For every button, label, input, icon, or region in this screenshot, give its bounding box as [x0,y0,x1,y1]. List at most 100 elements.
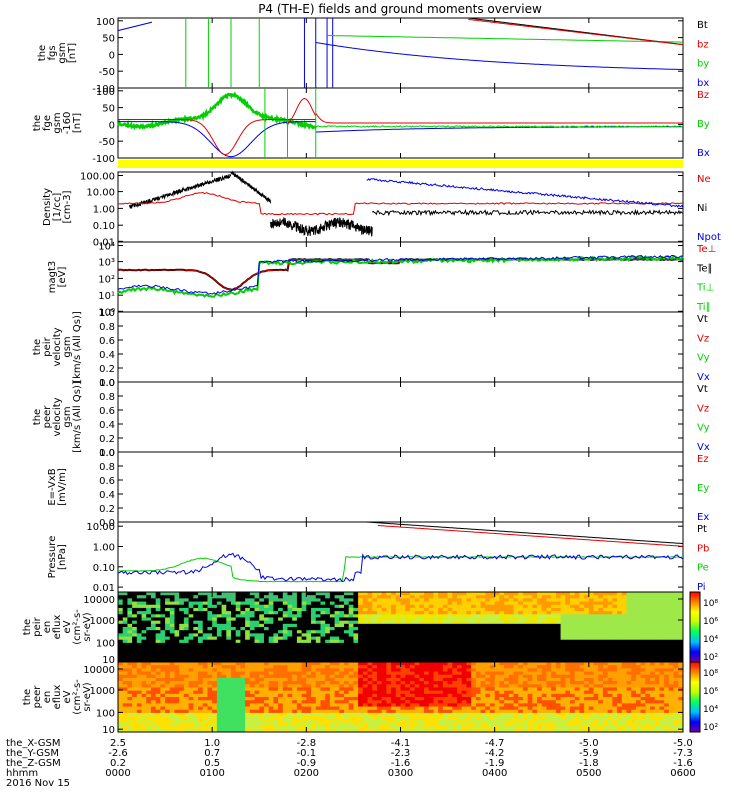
series-bx [315,42,683,70]
y-tick-label: 0.2 [99,504,115,515]
colorbar-tick: 10⁸ [703,669,718,679]
series-Bz [118,119,316,155]
panel-frame [117,311,684,383]
y-axis-label: Density [42,188,53,226]
legend-entry: Ni [697,203,707,214]
series-Ni [371,208,684,217]
y-axis-label: the [32,339,43,355]
x-axis-row-label: hhmm [6,768,38,779]
x-tick-label: -1.8 [579,758,599,769]
y-axis-label: -160 [62,112,73,135]
x-tick-label: -5.0 [579,738,599,749]
colorbar-tick: 10⁴ [703,635,718,645]
y-axis-label: [nT] [67,43,78,63]
series-Te-perp [118,259,683,291]
y-tick-label: 0.01 [93,237,115,248]
y-axis-label: velocity [52,397,63,436]
y-axis-label: gsm [62,336,73,357]
y-tick-label: 100 [96,638,115,649]
x-tick-label: 0500 [576,768,601,779]
y-tick-label: 10 [102,655,115,666]
y-tick-label: 0 [109,120,115,131]
y-tick-label: 50 [102,34,115,45]
x-tick-label: 0300 [388,768,413,779]
y-axis-label: gsm [52,112,63,133]
y-tick-label: 0.6 [99,476,115,487]
y-axis-label: eflux [52,615,63,640]
yellow-flag-bar [118,160,683,168]
y-tick-label: 0.8 [99,392,115,403]
x-tick-label: -2.6 [108,748,128,759]
y-axis-label: [nPa] [57,544,68,570]
electron-spectrogram [118,662,684,733]
y-tick-label: 10¹ [98,291,115,302]
legend-entry: Vx [697,442,710,453]
series-Pb [377,525,684,547]
colorbar-tick: 10⁶ [703,617,718,627]
series-Bx [315,126,683,133]
y-tick-label: 0.6 [99,336,115,347]
legend-entry: Bx [697,148,710,159]
y-tick-label: 10000 [83,665,115,676]
y-tick-label: 1.0 [99,378,115,389]
y-tick-label: -100 [92,154,115,165]
panel-frame [117,451,684,523]
y-axis-label: eV [62,620,73,633]
y-axis-label: peir [42,336,53,356]
x-tick-label: 1.0 [204,738,220,749]
x-tick-label: 0.7 [204,748,220,759]
y-tick-label: 10³ [98,258,115,269]
series-Te-par [117,257,684,291]
y-axis-label: fgs [47,45,58,60]
y-axis-label: the [22,619,33,635]
y-axis-label: [cm-3] [62,190,73,223]
y-axis-label: peer [42,405,53,429]
y-axis-label: fge [42,115,53,131]
y-tick-label: 0.0 [99,518,115,529]
x-tick-label: -1.6 [391,758,411,769]
y-tick-label: 0.2 [99,364,115,375]
y-axis-label: [mV/m] [57,468,68,506]
x-tick-label: -5.0 [673,738,693,749]
y-tick-label: 1000 [90,616,115,627]
colorbar-tick: 10⁸ [703,599,718,609]
y-tick-label: 1.0 [99,448,115,459]
y-tick-label: 100 [96,17,115,28]
legend-entry: by [697,59,709,70]
x-tick-label: -4.2 [485,748,505,759]
legend-entry: Ez [697,454,709,465]
series-Ni [230,170,272,205]
legend-entry: bx [697,78,709,89]
y-axis-label: gsm [62,406,73,427]
y-tick-label: 0.2 [99,434,115,445]
y-tick-label: 0.8 [99,462,115,473]
panel-frame [117,17,684,89]
y-tick-label: 10.00 [86,522,115,533]
y-axis-label: eV [62,690,73,703]
x-tick-label: -2.3 [391,748,411,759]
x-tick-label: 0.2 [110,758,126,769]
y-tick-label: 10⁴ [98,242,115,253]
y-tick-label: 10 [102,725,115,736]
y-tick-label: 0.0 [99,448,115,459]
colorbar-tick: 10² [703,653,718,663]
y-tick-label: 1000 [90,686,115,697]
legend-entry: Ey [697,483,709,494]
y-tick-label: 0.4 [99,350,115,361]
colorbar [689,661,701,733]
legend-entry: Vz [697,403,709,414]
x-tick-label: 0600 [670,768,695,779]
x-tick-label: 0200 [294,768,319,779]
y-tick-label: 0.6 [99,406,115,417]
legend-entry: Npot [697,232,721,243]
y-axis-label: [1/cc] [52,193,63,222]
y-tick-label: 1.00 [93,204,115,215]
y-axis-label: en [42,691,53,704]
colorbar-tick: 10⁴ [703,705,718,715]
y-axis-label: velocity [52,327,63,366]
x-tick-label: -7.3 [673,748,693,759]
x-tick-label: 0100 [199,768,224,779]
y-axis-label: the [22,689,33,705]
ion-spectrogram [118,592,684,663]
series-Pi [117,552,684,583]
